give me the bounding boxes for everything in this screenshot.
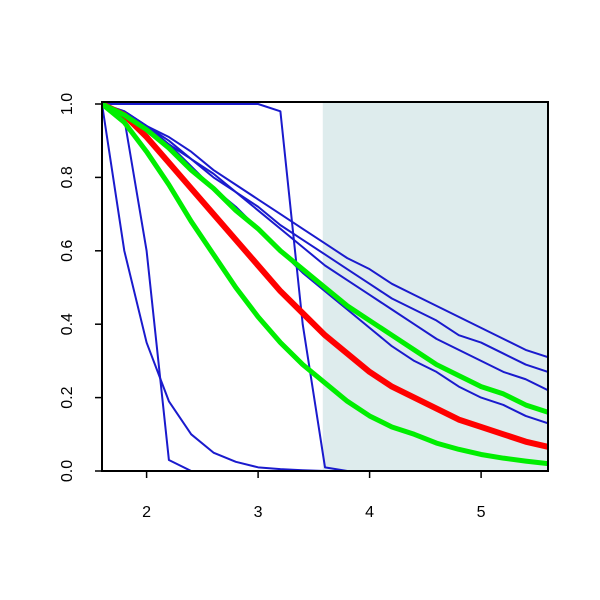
x-tick-label: 4 — [365, 504, 374, 521]
data-line — [102, 103, 548, 425]
y-tick-label: 0.0 — [59, 460, 76, 482]
x-tick-label: 3 — [254, 504, 263, 521]
data-line — [102, 103, 548, 471]
plot-frame — [101, 101, 549, 472]
y-tick-label: 0.6 — [59, 240, 76, 262]
data-line — [102, 102, 548, 467]
y-tick-label: 0.2 — [59, 386, 76, 408]
y-tick-label: 1.0 — [59, 93, 76, 115]
x-tick-label: 5 — [477, 504, 486, 521]
y-tick-label: 0.4 — [59, 313, 76, 335]
data-line — [102, 101, 548, 450]
data-line — [102, 101, 548, 415]
data-line — [102, 103, 548, 392]
data-line — [102, 103, 548, 373]
data-line — [102, 103, 548, 471]
data-line — [102, 103, 548, 359]
y-tick-label: 0.8 — [59, 166, 76, 188]
x-tick-label: 2 — [142, 504, 151, 521]
data-line — [102, 103, 548, 471]
